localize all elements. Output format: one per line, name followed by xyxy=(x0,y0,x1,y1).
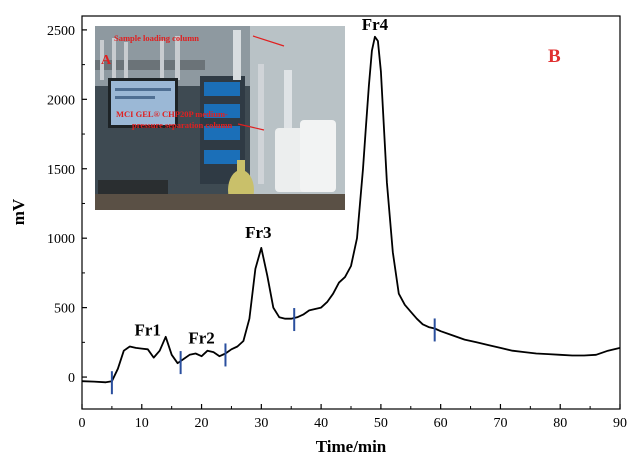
y-tick-label: 2000 xyxy=(47,93,75,108)
x-tick-label: 0 xyxy=(79,416,86,431)
x-tick-label: 90 xyxy=(613,416,627,431)
photo-caption-loading: Sample loading column xyxy=(114,33,199,43)
x-tick-label: 20 xyxy=(195,416,209,431)
fraction-label-fr4: Fr4 xyxy=(362,15,389,34)
x-tick-label: 50 xyxy=(374,416,388,431)
photo-captions: Sample loading column MCI GEL® CHP20P me… xyxy=(101,33,285,131)
y-tick-label: 1500 xyxy=(47,163,75,178)
y-axis-title: mV xyxy=(9,198,28,225)
x-axis-ticks: 0 10 20 30 40 50 60 70 80 90 xyxy=(79,404,627,431)
fraction-label-fr2: Fr2 xyxy=(188,329,214,348)
x-tick-label: 30 xyxy=(254,416,268,431)
fraction-label-fr1: Fr1 xyxy=(135,320,161,339)
x-tick-label: 10 xyxy=(135,416,149,431)
chromatogram-trace xyxy=(81,35,621,384)
x-tick-label: 40 xyxy=(314,416,328,431)
y-tick-label: 2500 xyxy=(47,24,75,39)
y-tick-label: 1000 xyxy=(47,232,75,247)
x-tick-label: 80 xyxy=(553,416,567,431)
caption-arrow-1 xyxy=(252,35,285,47)
fraction-cut-markers xyxy=(110,308,436,395)
chromatogram-trace-group xyxy=(81,35,621,384)
y-axis-ticks: 0 500 1000 1500 2000 2500 xyxy=(47,24,87,386)
panel-label-b: B xyxy=(548,46,561,67)
photo-panel-letter: A xyxy=(101,53,112,68)
y-tick-label: 0 xyxy=(68,371,75,386)
caption-arrow-2 xyxy=(237,123,265,131)
x-tick-label: 70 xyxy=(493,416,507,431)
lab-photo-icon xyxy=(95,26,345,210)
y-tick-label: 500 xyxy=(54,302,75,317)
fraction-labels: Fr1 Fr2 Fr3 Fr4 xyxy=(135,15,389,348)
photo-caption-column-2: pressure separation column xyxy=(132,120,233,130)
photo-caption-column-1: MCI GEL® CHP20P medium- xyxy=(116,109,228,119)
x-axis-title: Time/min xyxy=(316,437,387,456)
fraction-label-fr3: Fr3 xyxy=(245,223,271,242)
x-tick-label: 60 xyxy=(434,416,448,431)
